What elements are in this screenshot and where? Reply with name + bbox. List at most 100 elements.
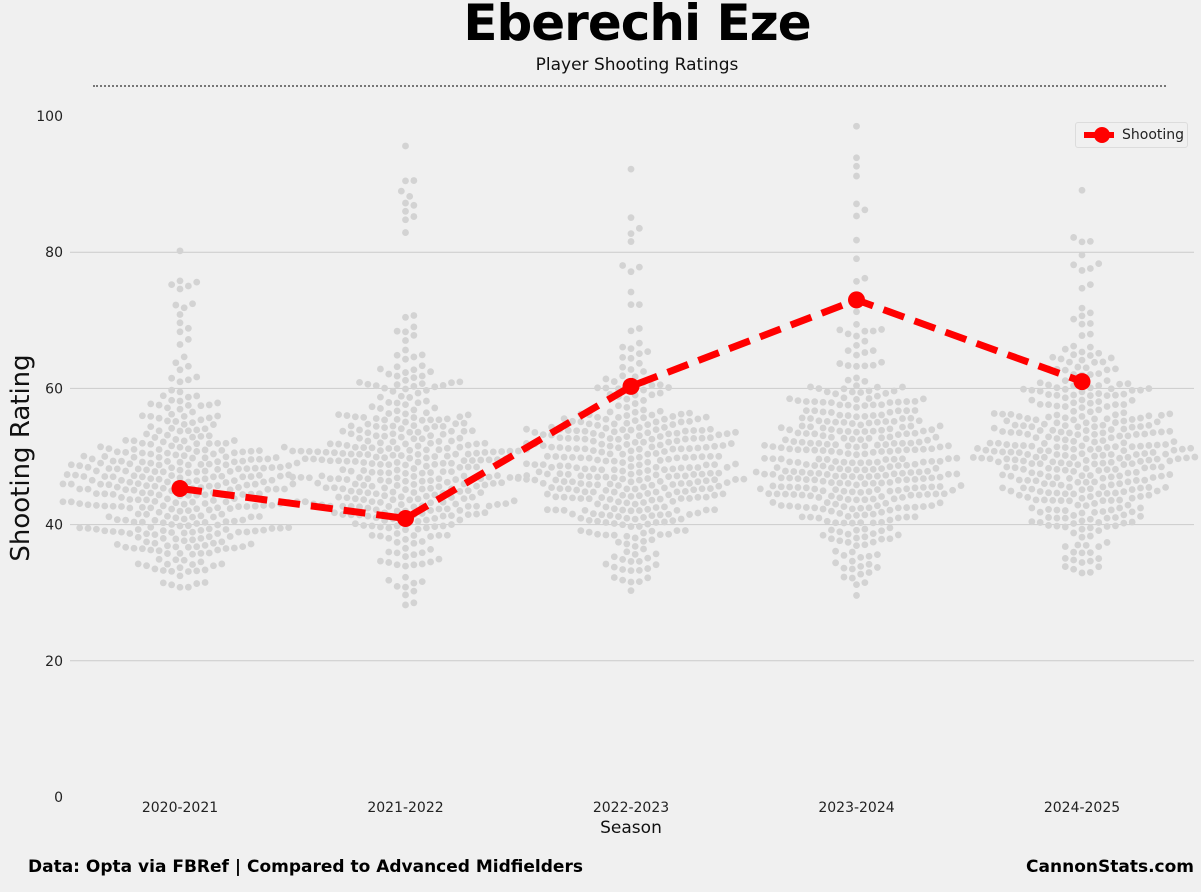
swarm-point [569,417,576,425]
swarm-point [1162,483,1169,491]
swarm-point [1137,442,1144,450]
swarm-point [230,477,238,485]
swarm-point [594,473,601,481]
swarm-point [1078,517,1086,525]
swarm-point [272,485,280,493]
swarm-point [702,477,710,485]
swarm-point [869,327,877,335]
swarm-point [644,467,652,474]
swarm-point [878,411,885,419]
swarm-point [1107,451,1115,458]
swarm-point [147,423,155,431]
swarm-point [832,519,839,527]
swarm-point [1045,522,1052,529]
swarm-point [364,512,372,520]
swarm-point [214,504,222,512]
swarm-point [615,402,622,410]
y-tick-label: 100 [36,109,63,125]
swarm-point [176,366,184,374]
swarm-point [456,488,464,495]
swarm-point [782,467,789,475]
swarm-point [364,437,372,445]
swarm-point [544,452,551,460]
swarm-point [1141,450,1149,457]
swarm-point [134,480,142,488]
swarm-point [623,548,631,556]
swarm-point [1007,472,1015,480]
swarm-point [402,313,409,321]
swarm-point [260,502,267,509]
swarm-point [343,476,351,483]
swarm-point [1061,444,1069,451]
swarm-point [1091,438,1098,446]
swarm-point [886,433,894,441]
swarm-point [176,572,184,580]
swarm-point [656,477,664,485]
swarm-point [418,477,426,485]
swarm-point [1120,439,1128,447]
swarm-point [356,426,363,434]
swarm-point [945,442,952,450]
swarm-point [247,513,255,521]
swarm-point [276,463,284,471]
swarm-point [569,510,576,518]
swarm-point [393,363,401,371]
swarm-point [1095,382,1103,389]
swarm-point [168,442,176,450]
swarm-point [176,328,184,336]
swarm-point [155,475,163,483]
swarm-point [523,476,530,483]
swarm-point [184,282,192,290]
swarm-point [385,559,393,566]
swarm-point [360,444,368,451]
swarm-point [431,460,439,468]
chart-subtitle: Player Shooting Ratings [535,55,739,75]
swarm-point [143,510,150,518]
swarm-point [1153,441,1161,449]
swarm-point [890,495,898,503]
swarm-point [594,413,601,421]
swarm-point [130,445,138,453]
swarm-point [1107,481,1115,489]
swarm-point [1086,472,1094,479]
swarm-point [652,471,660,479]
swarm-point [201,446,209,454]
swarm-point [1107,434,1115,442]
swarm-point [393,372,401,380]
swarm-point [410,406,418,414]
swarm-point [631,500,639,508]
swarm-point [1070,490,1078,498]
swarm-point [59,498,67,506]
swarm-point [1095,390,1103,397]
swarm-point [669,421,677,428]
swarm-point [798,414,806,422]
swarm-point [878,493,885,500]
swarm-point [443,452,451,460]
swarm-point [1103,377,1111,385]
swarm-point [201,519,209,526]
swarm-point [197,416,205,424]
swarm-point [686,511,693,518]
swarm-point [853,413,860,421]
swarm-point [410,201,418,209]
swarm-point [1095,406,1103,414]
swarm-point [899,423,906,431]
swarm-point [911,407,919,414]
swarm-point [297,473,305,481]
swarm-point [130,544,138,552]
swarm-point [151,565,159,573]
swarm-point [1099,508,1107,515]
swarm-point [635,325,643,332]
swarm-point [711,476,718,484]
swarm-point [410,435,418,443]
swarm-point [978,454,986,462]
swarm-point [999,410,1006,418]
swarm-point [1103,514,1111,522]
swarm-point [393,407,401,415]
swarm-point [385,477,393,485]
swarm-point [1091,452,1098,460]
swarm-point [627,288,635,296]
swarm-point [857,570,865,578]
